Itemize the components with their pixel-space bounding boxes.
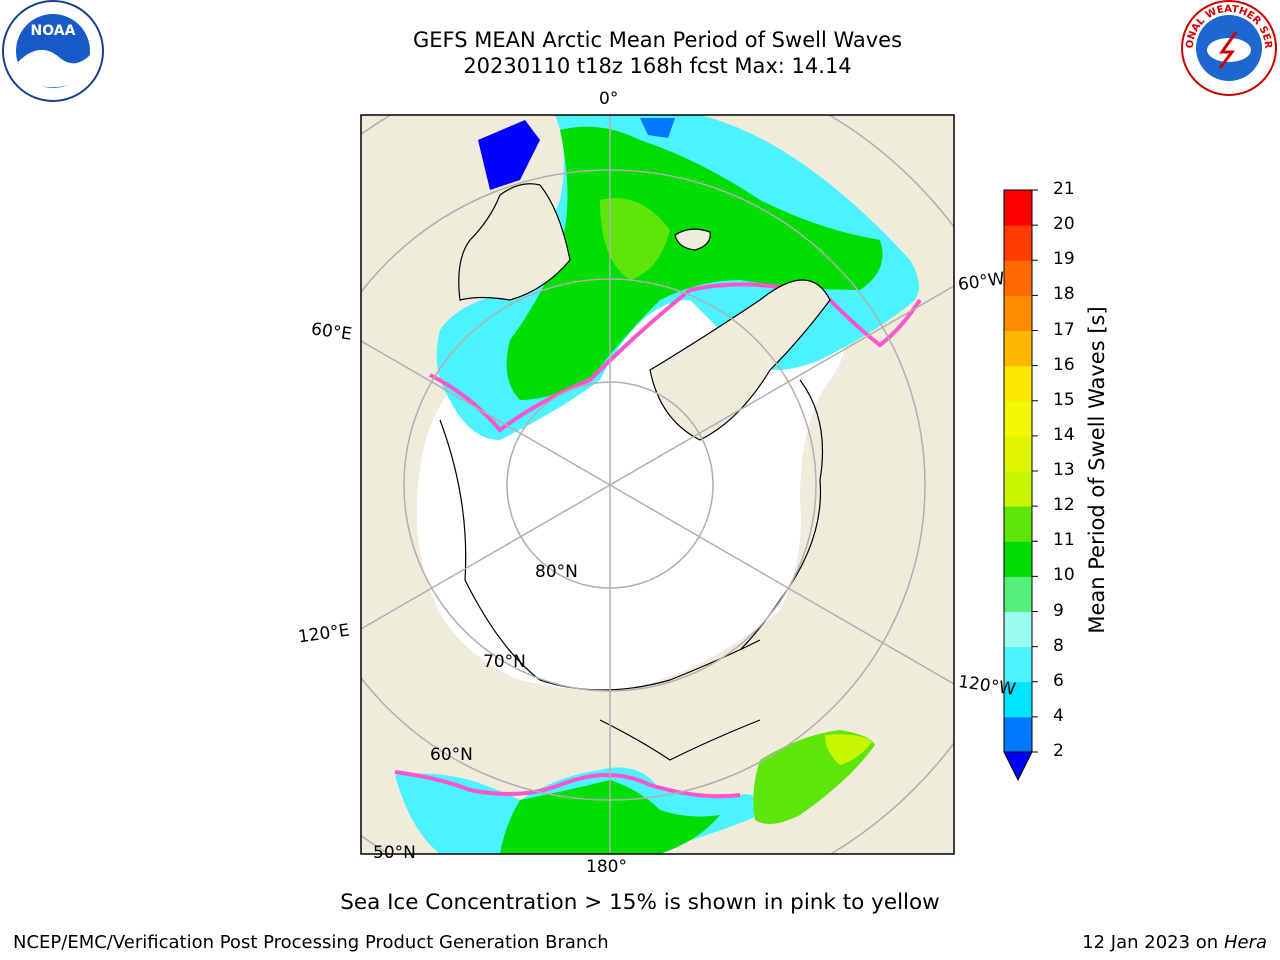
- footer-credit: NCEP/EMC/Verification Post Processing Pr…: [13, 932, 609, 953]
- footer-host: Hera: [1223, 932, 1267, 953]
- map-area: [361, 115, 954, 854]
- map-frame: [360, 114, 955, 855]
- swell-small-blue: [640, 118, 675, 138]
- lat-label-80n: 80°N: [535, 562, 578, 582]
- colorbar-tick-label: 19: [1053, 249, 1075, 270]
- lat-label-60n: 60°N: [430, 745, 473, 765]
- colorbar-tick-label: 14: [1053, 424, 1075, 445]
- colorbar-tick-label: 16: [1053, 354, 1075, 375]
- footer-date: 12 Jan 2023 on Hera: [1082, 932, 1267, 953]
- swell-atlantic-lightgreen: [600, 198, 670, 280]
- colorbar-bin: [1004, 471, 1032, 507]
- colorbar-bin: [1004, 330, 1032, 367]
- colorbar-bin: [1004, 646, 1032, 683]
- colorbar-bin: [1004, 295, 1032, 331]
- colorbar-tick-label: 10: [1053, 565, 1075, 586]
- colorbar-tick-label: 4: [1053, 705, 1064, 726]
- swell-pacific-east-yellow: [825, 734, 872, 765]
- lat-label-50n: 50°N: [373, 843, 416, 863]
- colorbar-bin: [1004, 541, 1032, 577]
- colorbar-tick-label: 13: [1053, 460, 1075, 480]
- colorbar-bin: [1004, 365, 1032, 402]
- noaa-logo: NOAA: [2, 0, 104, 102]
- lon-label-0: 0°: [599, 89, 619, 109]
- colorbar-tick-label: 2: [1053, 741, 1064, 761]
- colorbar-tick-label: 21: [1053, 179, 1075, 199]
- colorbar-bin: [1004, 190, 1032, 226]
- colorbar-bin: [1004, 225, 1032, 261]
- swell-baltic: [478, 120, 540, 190]
- chart-subtitle: 20230110 t18z 168h fcst Max: 14.14: [463, 54, 852, 78]
- footer-date-text: 12 Jan 2023 on: [1082, 932, 1219, 953]
- colorbar-bin: [1004, 435, 1032, 472]
- colorbar-tick-label: 17: [1053, 319, 1075, 340]
- colorbar-bin: [1004, 400, 1032, 437]
- colorbar-bin: [1004, 681, 1032, 718]
- colorbar-bin: [1004, 576, 1032, 612]
- colorbar-tick-label: 20: [1053, 214, 1075, 235]
- colorbar-under-arrow: [1003, 751, 1033, 782]
- noaa-logo-text: NOAA: [31, 23, 76, 39]
- colorbar-bin: [1004, 506, 1032, 542]
- colorbar-tick-label: 9: [1053, 600, 1064, 621]
- colorbar-tick-label: 6: [1053, 670, 1064, 691]
- lat-label-70n: 70°N: [483, 652, 526, 672]
- colorbar: [1003, 189, 1038, 782]
- coastline-iceland: [674, 228, 711, 251]
- colorbar-tick-label: 12: [1053, 495, 1075, 516]
- nws-logo-text: NATIONAL WEATHER SERVICE: [0, 0, 1273, 49]
- colorbar-label: Mean Period of Swell Waves [s]: [1085, 306, 1109, 634]
- coastline-bering: [599, 719, 761, 761]
- colorbar-bin: [1004, 260, 1032, 296]
- nws-logo: NATIONAL WEATHER SERVICE: [0, 0, 1277, 96]
- graticule: [361, 115, 954, 854]
- colorbar-tick-label: 18: [1053, 284, 1075, 305]
- chart-title: GEFS MEAN Arctic Mean Period of Swell Wa…: [412, 28, 903, 52]
- coastline-greenland: [649, 279, 831, 441]
- colorbar-bin: [1004, 611, 1032, 648]
- colorbar-tick-label: 8: [1053, 635, 1064, 656]
- lon-label-180: 180°: [586, 857, 627, 877]
- colorbar-tick-label: 15: [1053, 389, 1075, 410]
- sea-ice-note: Sea Ice Concentration > 15% is shown in …: [340, 890, 940, 915]
- swell-atlantic-green: [506, 126, 883, 401]
- coastline-scandinavia: [458, 183, 571, 301]
- colorbar-bin: [1004, 716, 1032, 753]
- colorbar-tick-label: 11: [1053, 530, 1075, 551]
